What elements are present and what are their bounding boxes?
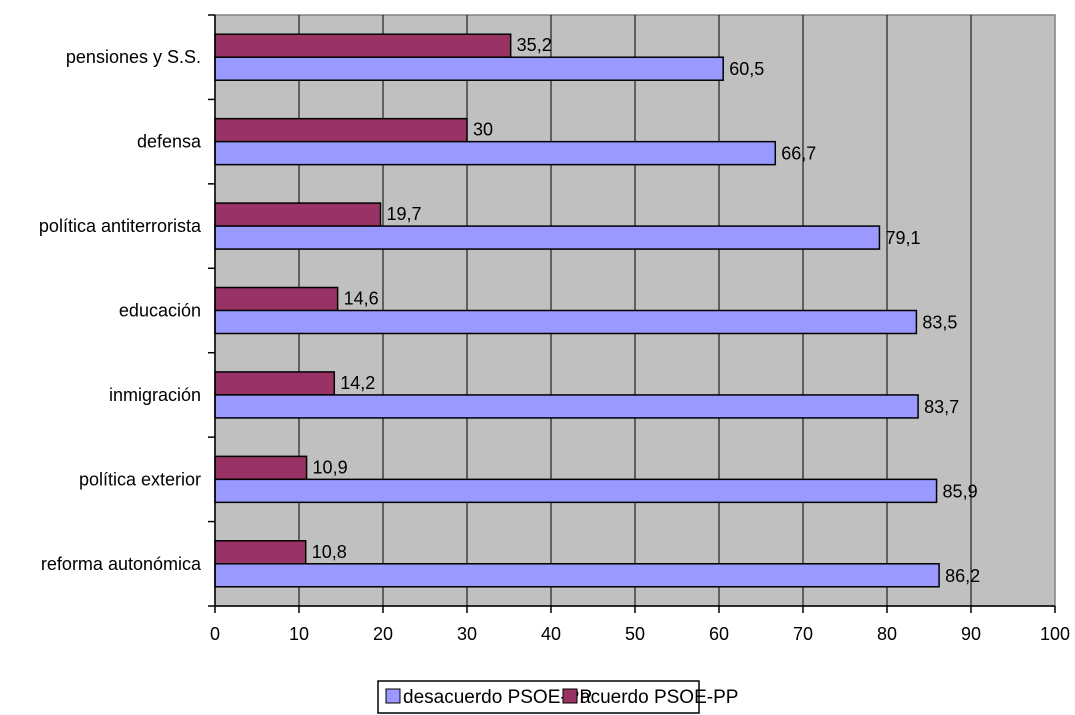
data-label-desacuerdo: 79,1: [885, 228, 920, 248]
bar-acuerdo: [214, 286, 339, 312]
legend-label-acuerdo: acuerdo PSOE-PP: [580, 687, 738, 708]
x-tick-label: 50: [625, 624, 645, 644]
legend: desacuerdo PSOE-PP acuerdo PSOE-PP: [377, 680, 738, 714]
bar-acuerdo: [214, 202, 382, 227]
legend-swatch-desacuerdo: [385, 688, 401, 704]
legend-label-desacuerdo: desacuerdo PSOE-PP: [403, 687, 592, 708]
axes: [208, 14, 1056, 613]
bar-acuerdo: [214, 371, 336, 396]
legend-box: [377, 680, 700, 714]
x-tick-label: 0: [210, 624, 220, 644]
bar-desacuerdo: [214, 309, 918, 335]
bar-desacuerdo: [214, 56, 724, 81]
x-tick-label: 20: [373, 624, 393, 644]
data-label-acuerdo: 14,2: [340, 373, 375, 393]
x-tick-label: 100: [1040, 624, 1070, 644]
category-label: pensiones y S.S.: [66, 47, 201, 67]
x-tick-label: 30: [457, 624, 477, 644]
bars: [214, 33, 940, 588]
bar-desacuerdo: [214, 225, 881, 250]
data-label-acuerdo: 10,8: [312, 542, 347, 562]
data-label-acuerdo: 30: [473, 120, 493, 140]
x-tick-label: 90: [961, 624, 981, 644]
data-label-desacuerdo: 86,2: [945, 566, 980, 586]
category-label: educación: [119, 301, 201, 321]
data-label-desacuerdo: 66,7: [781, 144, 816, 164]
category-label: defensa: [137, 132, 202, 152]
legend-swatch-acuerdo: [562, 688, 578, 704]
data-label-desacuerdo: 85,9: [943, 481, 978, 501]
labels: 0 10 20 30 40 50 60 70 80 90 100 pensiones y S.S. 35…: [39, 35, 1070, 644]
bar-desacuerdo: [214, 140, 777, 166]
data-label-desacuerdo: 83,7: [924, 397, 959, 417]
category-label: política exterior: [79, 469, 201, 489]
bar-acuerdo: [214, 540, 307, 565]
category-label: política antiterrorista: [39, 216, 202, 236]
bar-desacuerdo: [214, 563, 940, 588]
x-tick-label: 80: [877, 624, 897, 644]
data-label-desacuerdo: 83,5: [922, 313, 957, 333]
data-label-acuerdo: 19,7: [386, 204, 421, 224]
data-label-acuerdo: 14,6: [344, 289, 379, 309]
bar-desacuerdo: [214, 394, 919, 419]
data-label-acuerdo: 35,2: [517, 35, 552, 55]
x-tick-label: 40: [541, 624, 561, 644]
bar-desacuerdo: [214, 478, 938, 504]
x-tick-label: 70: [793, 624, 813, 644]
category-label: reforma autonómica: [41, 554, 202, 574]
category-label: inmigración: [109, 385, 201, 405]
x-tick-label: 10: [289, 624, 309, 644]
data-label-desacuerdo: 60,5: [729, 59, 764, 79]
bar-acuerdo: [214, 117, 468, 143]
bar-acuerdo: [214, 33, 512, 58]
data-label-acuerdo: 10,9: [313, 457, 348, 477]
bar-acuerdo: [214, 455, 308, 481]
x-tick-label: 60: [709, 624, 729, 644]
